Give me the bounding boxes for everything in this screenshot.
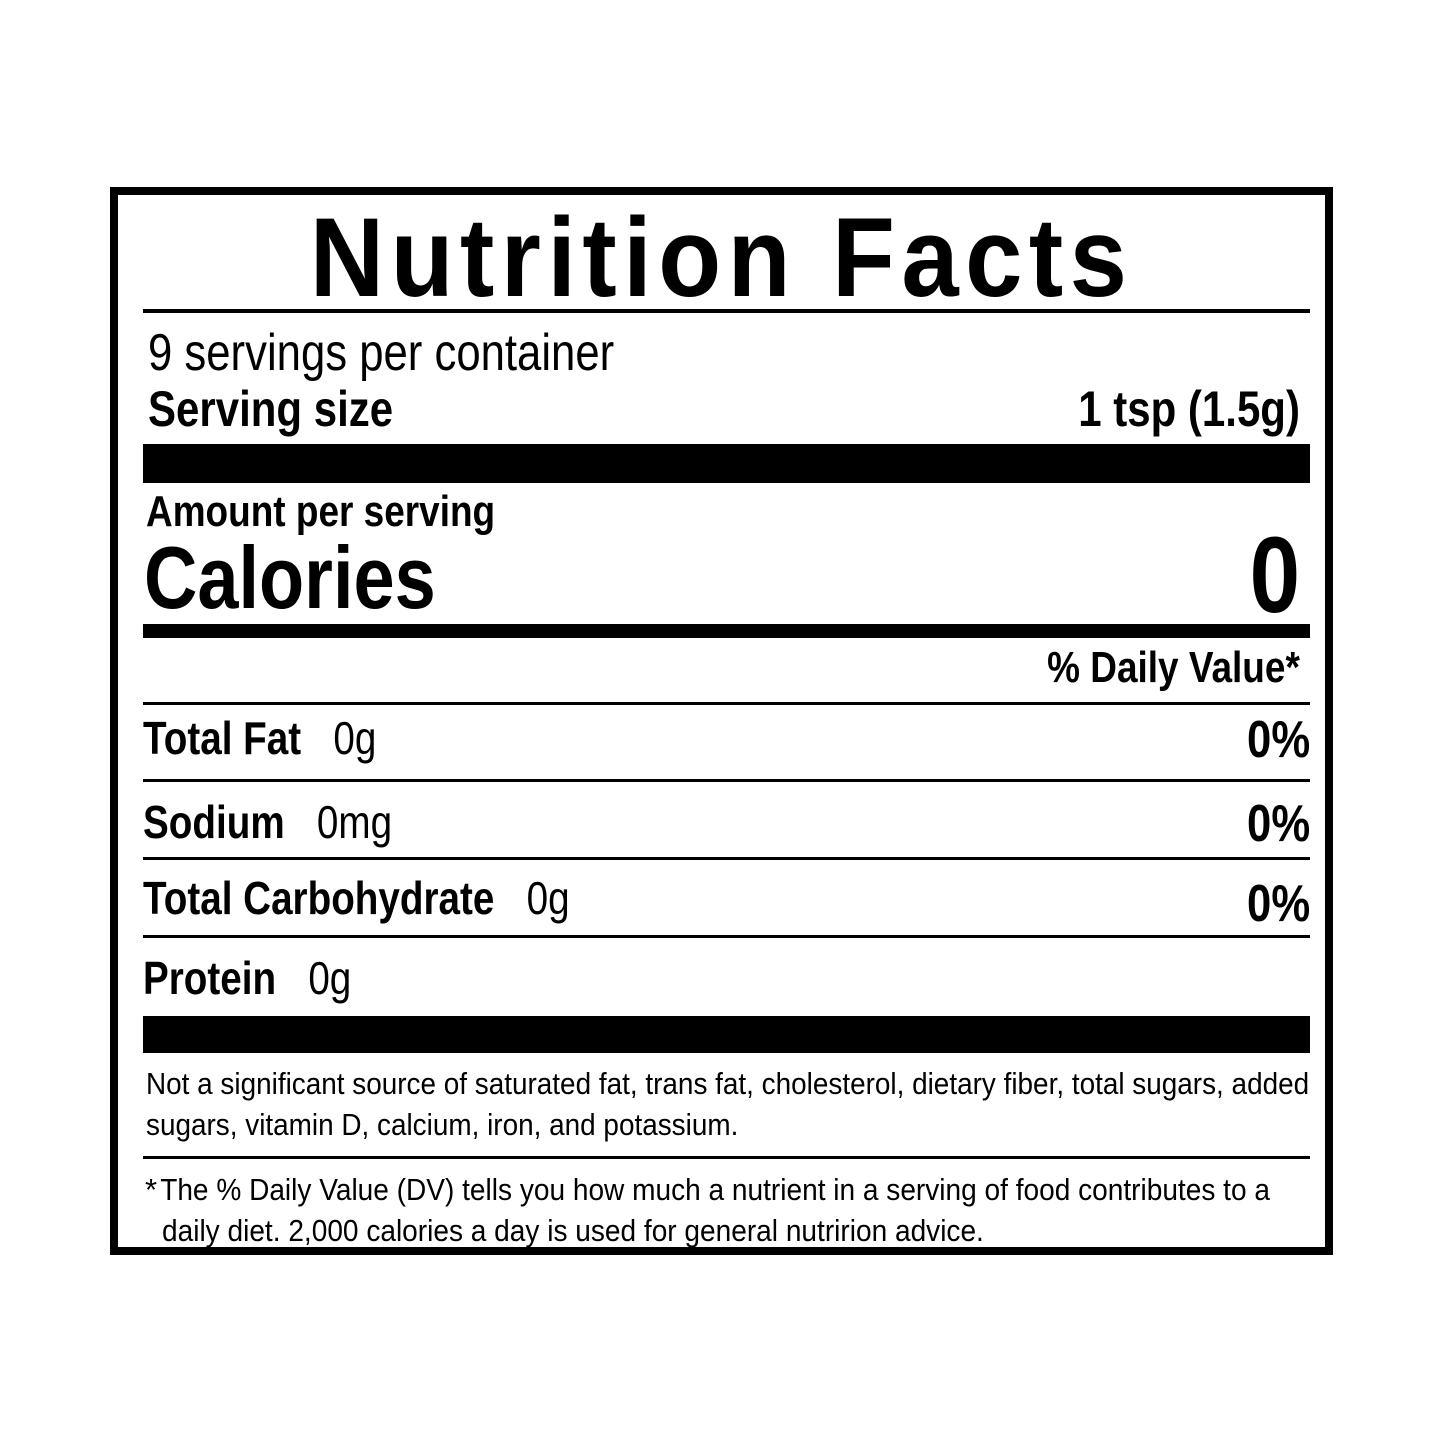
- daily-value-footnote: The % Daily Value (DV) tells you how muc…: [160, 1172, 1270, 1248]
- divider: [143, 702, 1310, 705]
- title-text: Nutrition Facts: [309, 195, 1134, 320]
- thick-divider: [143, 444, 1310, 483]
- not-significant-note: Not a significant source of saturated fa…: [146, 1066, 1310, 1142]
- nutrient-row-sodium: Sodium 0mg 0%: [143, 795, 1310, 853]
- nutrient-row-protein: Protein 0g: [143, 952, 352, 1004]
- label-title: Nutrition Facts: [118, 195, 1325, 320]
- calories-value: 0: [1249, 514, 1300, 635]
- serving-size-value: 1 tsp (1.5g): [1078, 381, 1300, 437]
- nutrient-row-total-carbohydrate: Total Carbohydrate 0g 0%: [143, 872, 1310, 933]
- nutrient-row-total-fat: Total Fat 0g 0%: [143, 711, 1310, 769]
- medium-divider: [143, 624, 1310, 638]
- nutrition-facts-label: Nutrition Facts 9 servings per container…: [110, 187, 1333, 1255]
- divider: [143, 309, 1310, 313]
- divider: [143, 935, 1310, 938]
- divider: [143, 857, 1310, 860]
- serving-size-label: Serving size: [148, 381, 394, 437]
- amount-per-serving: Amount per serving: [146, 487, 496, 536]
- daily-value-header: % Daily Value*: [1047, 643, 1300, 692]
- divider: [143, 779, 1310, 782]
- servings-per-container: 9 servings per container: [148, 324, 615, 382]
- calories-label: Calories: [144, 528, 436, 627]
- footnote-marker: *: [145, 1172, 158, 1207]
- thick-divider: [143, 1016, 1310, 1053]
- divider: [143, 1156, 1310, 1159]
